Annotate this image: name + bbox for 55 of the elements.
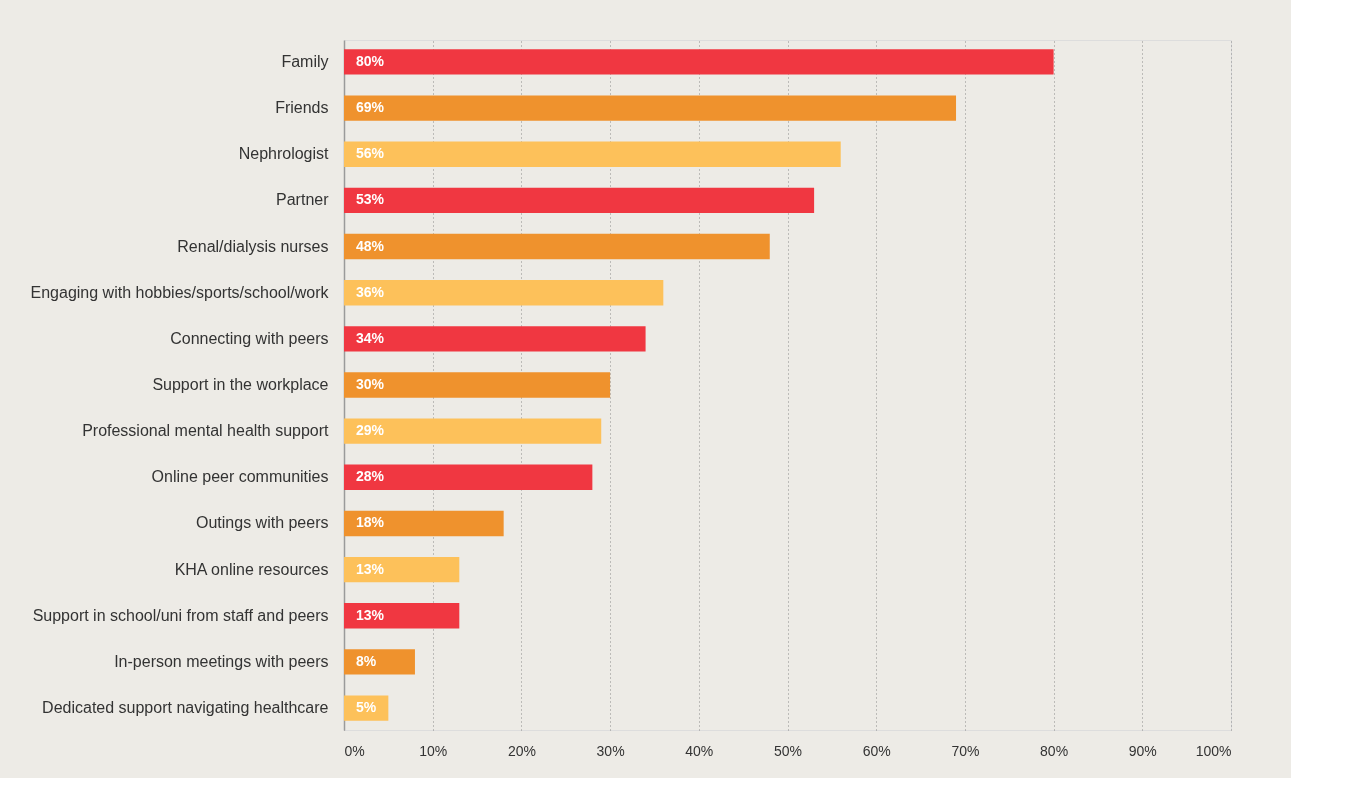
x-tick-label: 10% (419, 742, 448, 759)
data-label: 18% (356, 514, 385, 531)
x-tick-label: 70% (951, 742, 980, 759)
x-tick-label: 0% (344, 742, 365, 759)
y-tick-label: Online peer communities (151, 468, 329, 486)
x-tick-label: 100% (1195, 742, 1232, 759)
y-tick-label: Partner (276, 191, 330, 209)
data-label: 8% (356, 652, 377, 669)
data-label: 34% (356, 329, 385, 346)
y-tick-label: Support in the workplace (152, 376, 329, 393)
bar (344, 326, 646, 352)
bar (344, 510, 504, 537)
bar (344, 464, 593, 490)
y-tick-label: Support in school/uni from staff and peers (32, 606, 329, 624)
bar (344, 141, 841, 167)
y-tick-label: In-person meetings with peers (114, 652, 329, 670)
bar (344, 187, 815, 214)
bar (344, 603, 460, 629)
bar (344, 418, 602, 444)
y-tick-label: Family (281, 52, 329, 70)
data-label: 13% (356, 560, 385, 577)
x-tick-label: 30% (596, 742, 625, 759)
x-tick-label: 80% (1040, 742, 1069, 759)
data-label: 53% (356, 191, 385, 208)
bar (344, 649, 415, 675)
data-label: 29% (356, 422, 385, 439)
bar (344, 556, 460, 583)
data-label: 69% (356, 99, 385, 116)
y-tick-label: Nephrologist (238, 145, 330, 163)
y-tick-label: Renal/dialysis nurses (177, 237, 329, 255)
bar (344, 372, 611, 398)
x-tick-label: 20% (507, 742, 536, 759)
data-label: 28% (356, 468, 385, 485)
y-tick-label: Connecting with peers (170, 329, 329, 347)
y-tick-label: Friends (275, 99, 329, 117)
y-tick-label: Professional mental health support (82, 422, 330, 440)
bar (344, 95, 957, 121)
bar (344, 49, 1054, 75)
y-tick-label: Outings with peers (195, 514, 329, 532)
data-label: 80% (356, 52, 385, 69)
x-tick-label: 50% (773, 742, 803, 759)
bar (344, 280, 664, 306)
x-tick-label: 60% (862, 742, 891, 759)
data-label: 36% (356, 283, 385, 300)
y-tick-label: Engaging with hobbies/sports/school/work (30, 283, 330, 301)
data-label: 30% (356, 376, 385, 392)
x-tick-label: 40% (685, 742, 714, 759)
data-label: 56% (356, 145, 385, 162)
data-label: 5% (356, 699, 377, 716)
bar (344, 233, 770, 260)
data-label: 13% (356, 606, 385, 623)
y-tick-label: KHA online resources (174, 560, 329, 578)
y-tick-label: Dedicated support navigating healthcare (42, 699, 329, 717)
data-label: 48% (356, 237, 385, 254)
x-tick-label: 90% (1128, 742, 1157, 759)
